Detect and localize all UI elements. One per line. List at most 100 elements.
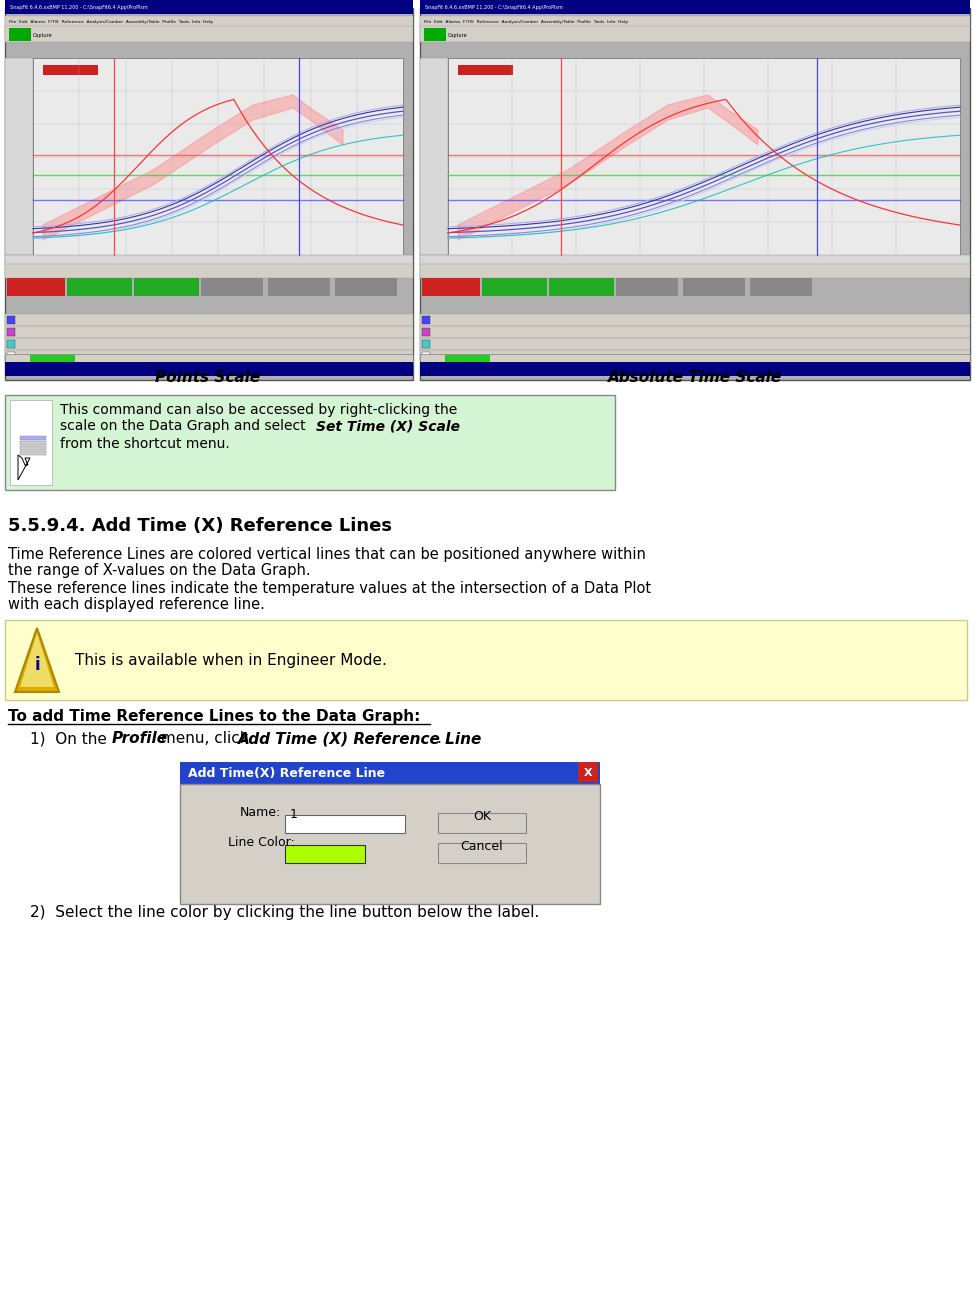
FancyBboxPatch shape <box>420 0 970 14</box>
FancyBboxPatch shape <box>9 28 31 41</box>
Text: Line Color:: Line Color: <box>228 836 294 849</box>
FancyBboxPatch shape <box>180 785 600 904</box>
FancyBboxPatch shape <box>420 255 970 265</box>
FancyBboxPatch shape <box>420 338 970 350</box>
Text: SnapFit 6.4.6.xxBMP 11.200 - C:\SnapFit6.4 App\ProPlsm: SnapFit 6.4.6.xxBMP 11.200 - C:\SnapFit6… <box>425 4 563 9</box>
FancyBboxPatch shape <box>5 26 413 42</box>
FancyBboxPatch shape <box>420 362 970 377</box>
FancyBboxPatch shape <box>5 621 967 701</box>
Polygon shape <box>43 94 343 240</box>
Text: These reference lines indicate the temperature values at the intersection of a D: These reference lines indicate the tempe… <box>8 581 651 596</box>
FancyBboxPatch shape <box>750 278 812 297</box>
Text: .: . <box>436 731 441 747</box>
Text: Capture: Capture <box>448 33 468 38</box>
Text: i: i <box>34 656 40 674</box>
FancyBboxPatch shape <box>458 66 513 75</box>
FancyBboxPatch shape <box>549 278 614 297</box>
FancyBboxPatch shape <box>5 395 615 489</box>
FancyBboxPatch shape <box>422 340 430 348</box>
FancyBboxPatch shape <box>20 441 46 445</box>
Text: from the shortcut menu.: from the shortcut menu. <box>60 437 230 451</box>
Text: menu, click: menu, click <box>156 731 254 747</box>
FancyBboxPatch shape <box>285 815 405 833</box>
FancyBboxPatch shape <box>20 446 46 450</box>
FancyBboxPatch shape <box>420 16 970 28</box>
FancyBboxPatch shape <box>422 316 430 324</box>
FancyBboxPatch shape <box>33 58 403 255</box>
FancyBboxPatch shape <box>422 328 430 336</box>
FancyBboxPatch shape <box>20 451 46 455</box>
Text: 5.5.9.4. Add Time (X) Reference Lines: 5.5.9.4. Add Time (X) Reference Lines <box>8 517 392 535</box>
FancyBboxPatch shape <box>420 264 970 278</box>
Text: This command can also be accessed by right-clicking the: This command can also be accessed by rig… <box>60 403 457 417</box>
Text: 2)  Select the line color by clicking the line button below the label.: 2) Select the line color by clicking the… <box>30 905 539 920</box>
FancyBboxPatch shape <box>5 8 413 380</box>
Polygon shape <box>458 94 758 240</box>
Text: SnapFit 6.4.6.xxBMP 11.200 - C:\SnapFit6.4 App\ProPlsm: SnapFit 6.4.6.xxBMP 11.200 - C:\SnapFit6… <box>10 4 148 9</box>
FancyBboxPatch shape <box>5 314 413 325</box>
FancyBboxPatch shape <box>5 354 413 363</box>
Text: This is available when in Engineer Mode.: This is available when in Engineer Mode. <box>75 653 387 668</box>
FancyBboxPatch shape <box>7 340 15 348</box>
FancyBboxPatch shape <box>420 8 970 380</box>
FancyBboxPatch shape <box>422 278 480 297</box>
Text: with each displayed reference line.: with each displayed reference line. <box>8 597 265 611</box>
FancyBboxPatch shape <box>7 316 15 324</box>
FancyBboxPatch shape <box>5 350 413 362</box>
FancyBboxPatch shape <box>5 362 413 377</box>
Text: OK: OK <box>473 810 491 823</box>
Text: Set Time (X) Scale: Set Time (X) Scale <box>316 419 460 433</box>
FancyBboxPatch shape <box>335 278 397 297</box>
FancyBboxPatch shape <box>424 28 446 41</box>
FancyBboxPatch shape <box>420 350 970 362</box>
Text: X: X <box>584 768 593 778</box>
FancyBboxPatch shape <box>420 58 448 255</box>
Text: Add Time(X) Reference Line: Add Time(X) Reference Line <box>188 766 385 779</box>
FancyBboxPatch shape <box>420 26 970 42</box>
FancyBboxPatch shape <box>482 278 547 297</box>
FancyBboxPatch shape <box>43 66 98 75</box>
FancyBboxPatch shape <box>448 58 960 255</box>
FancyBboxPatch shape <box>5 58 33 255</box>
FancyBboxPatch shape <box>285 845 365 863</box>
Text: Cancel: Cancel <box>460 840 503 853</box>
FancyBboxPatch shape <box>616 278 678 297</box>
Polygon shape <box>20 632 54 687</box>
Text: the range of X-values on the Data Graph.: the range of X-values on the Data Graph. <box>8 563 311 579</box>
FancyBboxPatch shape <box>67 278 132 297</box>
Text: Capture: Capture <box>33 33 53 38</box>
FancyBboxPatch shape <box>7 328 15 336</box>
FancyBboxPatch shape <box>422 352 430 359</box>
FancyBboxPatch shape <box>268 278 330 297</box>
FancyBboxPatch shape <box>10 400 52 485</box>
Text: Absolute Time Scale: Absolute Time Scale <box>607 370 782 384</box>
FancyBboxPatch shape <box>20 436 46 440</box>
FancyBboxPatch shape <box>420 354 970 363</box>
FancyBboxPatch shape <box>134 278 199 297</box>
FancyBboxPatch shape <box>180 762 600 785</box>
FancyBboxPatch shape <box>201 278 263 297</box>
Text: Time Reference Lines are colored vertical lines that can be positioned anywhere : Time Reference Lines are colored vertica… <box>8 547 645 562</box>
Text: scale on the Data Graph and select: scale on the Data Graph and select <box>60 419 310 433</box>
Text: Add Time (X) Reference Line: Add Time (X) Reference Line <box>238 731 483 747</box>
FancyBboxPatch shape <box>5 338 413 350</box>
FancyBboxPatch shape <box>445 356 490 363</box>
FancyBboxPatch shape <box>5 16 413 28</box>
Text: File  Edit  Alarms  F/T/E  Reference  Analysis/Comber  Assembly/Table  Profile  : File Edit Alarms F/T/E Reference Analysi… <box>9 20 214 24</box>
FancyBboxPatch shape <box>578 762 598 782</box>
Text: 1)  On the: 1) On the <box>30 731 112 747</box>
Polygon shape <box>15 628 59 691</box>
FancyBboxPatch shape <box>5 264 413 278</box>
FancyBboxPatch shape <box>5 255 413 265</box>
FancyBboxPatch shape <box>7 352 15 359</box>
FancyBboxPatch shape <box>420 325 970 338</box>
FancyBboxPatch shape <box>7 278 65 297</box>
Text: 1: 1 <box>290 808 298 821</box>
Text: Points Scale: Points Scale <box>155 370 260 384</box>
FancyBboxPatch shape <box>438 813 526 833</box>
Text: Name:: Name: <box>240 806 281 819</box>
FancyBboxPatch shape <box>683 278 745 297</box>
FancyBboxPatch shape <box>438 844 526 863</box>
FancyBboxPatch shape <box>5 325 413 338</box>
FancyBboxPatch shape <box>5 0 413 14</box>
